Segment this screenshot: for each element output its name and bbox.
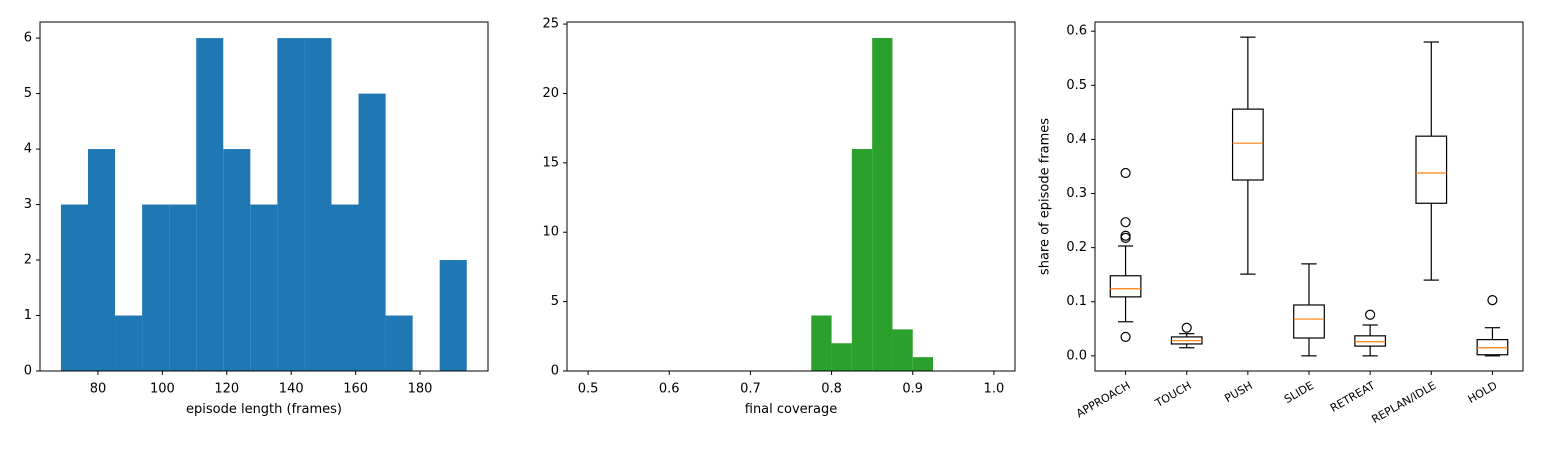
flier <box>1120 167 1131 179</box>
x-tick-label: 80 <box>90 382 107 397</box>
y-tick-label: 0.3 <box>1066 186 1087 201</box>
flier <box>1120 232 1131 243</box>
bar <box>851 148 873 371</box>
axes-frame <box>1094 21 1524 372</box>
y-tick-label: 0 <box>551 364 559 379</box>
y-tick-label: 0.4 <box>1066 132 1087 147</box>
y-tick-label: 25 <box>542 17 559 32</box>
bar <box>250 204 278 371</box>
box <box>1293 304 1325 339</box>
y-tick-label: 0.6 <box>1066 24 1087 39</box>
x-tick-label: 160 <box>343 382 368 397</box>
bar <box>358 93 386 372</box>
x-axis-label: final coverage <box>745 402 838 417</box>
y-tick-label: 0.5 <box>1066 78 1087 93</box>
bar <box>912 357 934 371</box>
box <box>1109 275 1142 298</box>
y-tick-label: 20 <box>542 86 559 101</box>
bar <box>892 329 913 371</box>
bar <box>142 204 170 371</box>
x-tick-label: 180 <box>408 382 433 397</box>
bar <box>439 260 467 371</box>
bar <box>831 343 852 371</box>
x-tick-label: REPLAN/IDLE <box>1370 379 1439 426</box>
x-tick-label: 0.5 <box>578 382 599 397</box>
bar <box>169 204 197 371</box>
x-tick-label: 120 <box>214 382 239 397</box>
x-tick-label: 0.7 <box>740 382 761 397</box>
axes-frame <box>566 21 1016 372</box>
bar <box>811 315 832 371</box>
flier <box>1365 309 1376 320</box>
x-tick-label: HOLD <box>1466 379 1500 406</box>
bar <box>304 38 332 372</box>
y-tick-label: 2 <box>24 253 32 268</box>
axes-frame <box>39 21 489 372</box>
x-tick-label: RETREAT <box>1328 379 1377 415</box>
bar <box>196 38 224 372</box>
y-tick-label: 0 <box>24 364 32 379</box>
x-tick-label: 0.6 <box>659 382 680 397</box>
x-tick-label: 0.8 <box>821 382 842 397</box>
x-tick-label: PUSH <box>1222 379 1254 405</box>
flier <box>1120 230 1131 241</box>
box <box>1415 135 1448 204</box>
y-tick-label: 0.1 <box>1066 294 1087 309</box>
box <box>1354 335 1387 347</box>
x-tick-label: 140 <box>279 382 304 397</box>
bar <box>331 204 359 371</box>
bar <box>385 315 413 371</box>
x-tick-label: 0.9 <box>902 382 923 397</box>
bar <box>277 38 305 372</box>
x-tick-label: SLIDE <box>1282 379 1316 406</box>
flier <box>1120 331 1131 343</box>
y-tick-label: 0.0 <box>1066 348 1087 363</box>
y-tick-label: 3 <box>24 197 32 212</box>
x-tick-label: 1.0 <box>984 382 1005 397</box>
bar <box>60 204 88 371</box>
x-axis-label: episode length (frames) <box>186 402 342 417</box>
flier <box>1120 217 1131 228</box>
y-tick-label: 6 <box>24 31 32 46</box>
y-tick-label: 5 <box>24 86 32 101</box>
x-tick-label: 100 <box>150 382 175 397</box>
bar <box>87 149 116 371</box>
x-tick-label: TOUCH <box>1152 379 1193 410</box>
bar <box>223 149 251 371</box>
x-tick-label: APPROACH <box>1074 379 1133 420</box>
y-tick-label: 4 <box>24 142 32 157</box>
bar <box>872 37 893 371</box>
flier <box>1181 322 1192 333</box>
bar <box>115 315 143 371</box>
y-axis-label: share of episode frames <box>1038 118 1053 275</box>
box <box>1231 108 1264 181</box>
flier <box>1487 295 1498 306</box>
y-tick-label: 0.2 <box>1066 240 1087 255</box>
y-tick-label: 15 <box>542 155 559 170</box>
y-tick-label: 5 <box>551 294 559 309</box>
y-tick-label: 10 <box>542 225 559 240</box>
y-tick-label: 1 <box>24 308 32 323</box>
